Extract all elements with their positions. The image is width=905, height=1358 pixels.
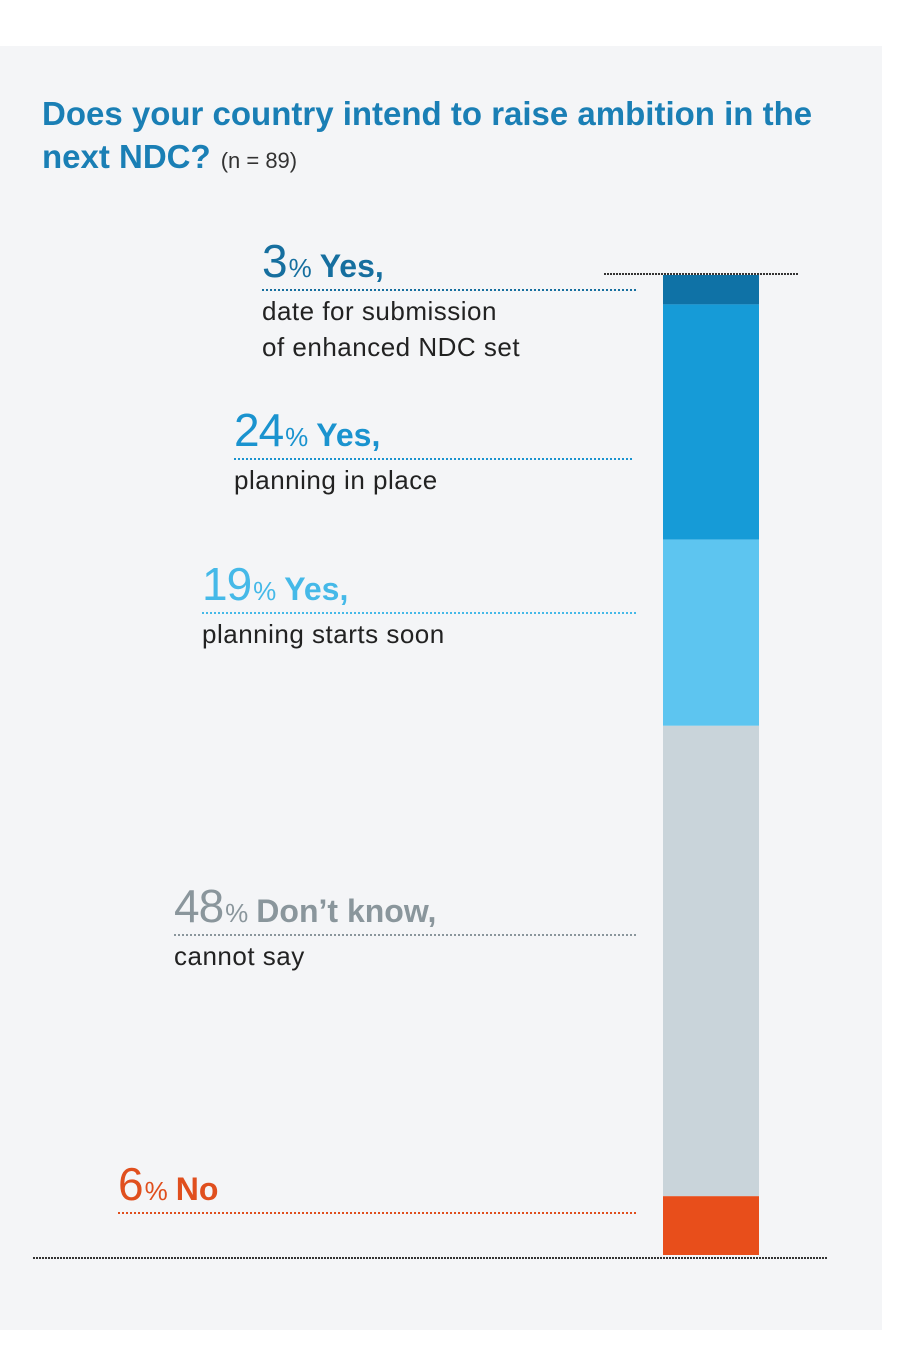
segment-leader-rule	[202, 612, 636, 614]
bar-segment-1	[663, 304, 759, 540]
bar-segment-0	[663, 275, 759, 305]
percent-sign: %	[225, 898, 249, 928]
percent-sign: %	[253, 576, 277, 606]
segment-heading: 3% Yes,	[262, 238, 384, 284]
segment-description: date for submission of enhanced NDC set	[262, 293, 520, 365]
segment-heading: 19% Yes,	[202, 561, 348, 607]
segment-category: Yes,	[319, 248, 384, 284]
segment-description: cannot say	[174, 938, 305, 974]
segment-value: 24	[234, 404, 284, 456]
percent-sign: %	[288, 253, 312, 283]
percent-sign: %	[144, 1176, 168, 1206]
segment-value: 3	[262, 235, 288, 287]
segment-value: 6	[118, 1158, 144, 1210]
segment-heading: 48% Don’t know,	[174, 883, 436, 929]
chart-title: Does your country intend to raise ambiti…	[42, 92, 862, 182]
segment-leader-rule	[234, 458, 632, 460]
segment-leader-rule	[118, 1212, 636, 1214]
segment-value: 19	[202, 558, 252, 610]
description-line: planning starts soon	[202, 619, 445, 649]
segment-description: planning starts soon	[202, 616, 445, 652]
description-line: date for submission	[262, 296, 497, 326]
title-text: Does your country intend to raise ambiti…	[42, 95, 813, 175]
bar-segment-3	[663, 725, 759, 1197]
percent-sign: %	[285, 422, 309, 452]
segment-category: Yes,	[284, 571, 349, 607]
segment-leader-rule	[174, 934, 636, 936]
sample-size: (n = 89)	[220, 148, 298, 173]
bar-segment-2	[663, 539, 759, 726]
description-line: planning in place	[234, 465, 438, 495]
segment-heading: 6% No	[118, 1161, 218, 1207]
segment-value: 48	[174, 880, 224, 932]
segment-heading: 24% Yes,	[234, 407, 380, 453]
segment-category: No	[175, 1171, 219, 1207]
segment-category: Don’t know,	[256, 893, 437, 929]
segment-description: planning in place	[234, 462, 438, 498]
segment-leader-rule	[262, 289, 636, 291]
description-line: of enhanced NDC set	[262, 332, 521, 362]
segment-category: Yes,	[316, 417, 381, 453]
bar-segment-4	[663, 1196, 759, 1255]
description-line: cannot say	[174, 941, 305, 971]
